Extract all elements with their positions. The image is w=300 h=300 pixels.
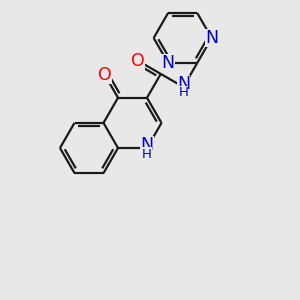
Text: O: O <box>131 52 145 70</box>
Text: H: H <box>178 86 188 100</box>
Text: N: N <box>205 29 218 47</box>
Text: O: O <box>98 66 112 84</box>
Text: N: N <box>177 75 190 93</box>
Text: N: N <box>140 136 154 154</box>
Text: H: H <box>142 148 152 160</box>
Text: N: N <box>162 54 175 72</box>
